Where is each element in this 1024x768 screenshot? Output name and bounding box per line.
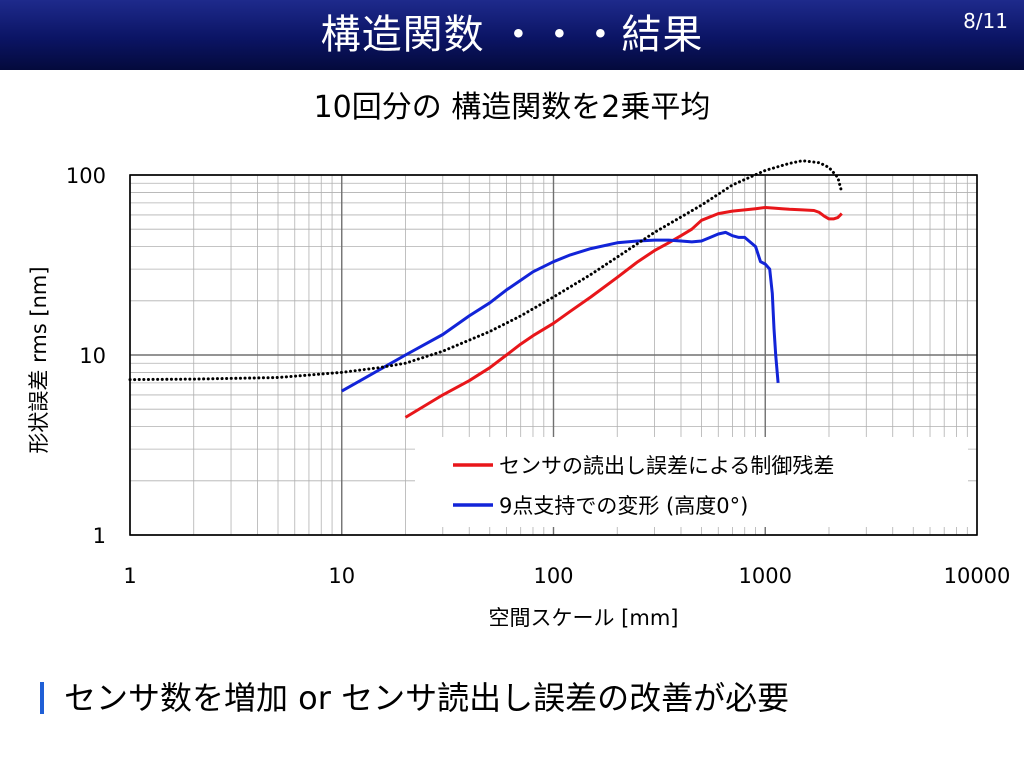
x-tick-label: 100 [533,564,573,588]
y-tick-label: 1 [93,524,106,548]
x-tick-label: 1000 [739,564,792,588]
slide-title: 構造関数 ・・・結果 [320,12,704,58]
legend-box [415,437,968,527]
bullet-marker [40,682,44,714]
legend-label: 9点支持での変形 (高度0°) [499,494,748,518]
chart-title: 10回分の 構造関数を2乗平均 [313,90,711,125]
plot-frame [129,174,978,536]
conclusion-text: センサ数を増加 or センサ読出し誤差の改善が必要 [64,679,790,717]
page-number: 8/11 [963,9,1008,33]
x-tick-label: 10000 [944,564,1011,588]
x-axis-label: 空間スケール [mm] [489,606,679,630]
series-line-2 [128,159,844,382]
x-tick-label: 10 [328,564,355,588]
series-line-1 [341,230,780,393]
legend-label: センサの読出し誤差による制御残差 [499,454,834,478]
header-bar: 構造関数 ・・・結果 8/11 [0,0,1024,70]
x-tick-label: 1 [123,564,136,588]
series-line-0 [404,206,843,419]
y-tick-label: 10 [79,344,106,368]
y-axis-label: 形状誤差 rms [nm] [27,266,51,453]
chart-svg: 1 10 100 1000 10000 1 10 100 空間スケール [mm] 形状誤差 rms… [27,159,1011,630]
y-tick-label: 100 [66,164,106,188]
